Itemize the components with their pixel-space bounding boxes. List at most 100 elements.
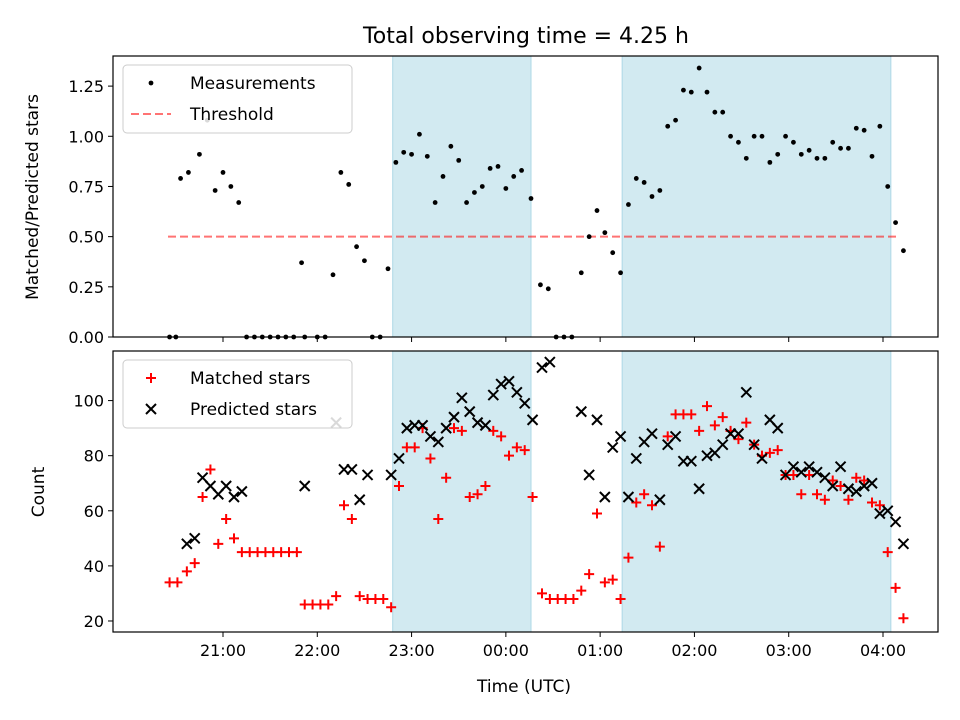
y-tick-label: 80 (84, 447, 104, 466)
matched-star-point (623, 552, 634, 563)
measurement-point (409, 151, 414, 157)
matched-star-point (607, 574, 618, 585)
measurement-point (393, 159, 399, 165)
measurement-point (649, 194, 655, 199)
matched-star-point (527, 492, 538, 503)
predicted-star-point (882, 505, 894, 517)
predicted-star-point (827, 480, 839, 492)
predicted-star-point (685, 455, 697, 467)
measurement-point (440, 174, 446, 179)
matched-star-point (631, 497, 642, 508)
measurement-point (528, 196, 534, 201)
measurement-point (696, 65, 702, 71)
predicted-star-point (440, 422, 452, 434)
predicted-star-point (495, 378, 507, 390)
bottom-axes-frame (112, 350, 939, 633)
predicted-star-point (354, 494, 366, 506)
legend-label: Predicted stars (190, 400, 317, 420)
measurement-point (448, 143, 454, 149)
measurement-point (759, 133, 765, 139)
y-tick-label: 20 (84, 612, 104, 631)
matched-star-point (496, 431, 507, 442)
predicted-star-point (487, 389, 499, 401)
ratio-panel: 0.00 0.25 0.50 0.75 1.00 1.25 Matched/Predict… (23, 55, 939, 347)
measurement-point (464, 200, 469, 205)
measurement-point (511, 174, 517, 179)
predicted-star-point (654, 494, 666, 506)
predicted-star-point (897, 538, 910, 550)
measurement-point (594, 208, 600, 213)
legend-predicted-marker (145, 403, 157, 415)
matched-star-point (827, 475, 838, 486)
matched-star-point (835, 480, 846, 491)
predicted-star-point (842, 483, 855, 495)
measurement-point (602, 230, 608, 236)
matched-star-point (764, 447, 775, 458)
matched-star-point (654, 541, 665, 552)
legend-label: Measurements (190, 74, 316, 94)
predicted-star-point (526, 414, 539, 426)
predicted-star-point (787, 460, 800, 473)
top-y-axis-label: Matched/Predicted stars (23, 94, 43, 300)
predicted-star-point (772, 422, 784, 434)
measurement-point (633, 176, 639, 181)
predicted-star-point (803, 460, 815, 473)
predicted-star-point (622, 491, 635, 503)
measurement-point (417, 131, 422, 137)
legend-box (122, 359, 353, 429)
x-tick-label: 23:00 (389, 641, 435, 660)
measurement-point (586, 234, 592, 240)
matched-star-point (686, 409, 697, 420)
measurement-point (362, 258, 367, 264)
measurement-point (736, 139, 741, 145)
matched-star-point (882, 547, 893, 558)
measurement-point (665, 123, 671, 129)
measurement-point (783, 133, 788, 139)
matched-star-point (772, 445, 783, 456)
predicted-star-point (479, 419, 492, 432)
legend-label: Threshold (189, 105, 274, 125)
predicted-star-point (693, 483, 705, 495)
predicted-star-point (511, 386, 523, 399)
matched-star-point (639, 489, 650, 500)
matched-star-point (812, 489, 822, 500)
predicted-star-point (599, 491, 611, 503)
predicted-star-point (385, 469, 397, 481)
measurement-point (681, 87, 686, 93)
measurement-point (432, 200, 438, 205)
matched-star-point (859, 475, 870, 486)
matched-star-point (504, 450, 514, 461)
matched-star-point (172, 577, 183, 588)
predicted-star-point (544, 356, 556, 368)
shaded-interval-1 (392, 350, 532, 633)
predicted-star-point (630, 452, 642, 465)
measurement-point (901, 248, 906, 254)
matched-star-point (867, 497, 877, 508)
measurement-point (401, 149, 407, 155)
legend-measurement-marker (148, 80, 154, 86)
measurement-point (728, 133, 733, 139)
matched-star-point (804, 469, 815, 480)
measurement-point (354, 244, 359, 250)
measurement-point (853, 125, 859, 131)
matched-star-point (378, 593, 389, 604)
top-legend: Measurements Threshold (122, 64, 353, 134)
top-shaded-intervals (392, 55, 892, 338)
matched-star-point (843, 494, 854, 505)
count-panel: 20 40 60 80 100 21:00 22:00 23:00 00:00 01:00 02:… (29, 350, 939, 660)
measurement-point (330, 272, 336, 278)
predicted-star-point (189, 532, 201, 545)
matched-star-point (472, 489, 483, 500)
matched-star-point (599, 577, 610, 588)
shaded-interval-2 (621, 55, 892, 338)
x-tick-label: 01:00 (577, 641, 623, 660)
measurement-point (791, 139, 796, 145)
measurement-point (424, 153, 430, 159)
top-y-ticks: 0.00 0.25 0.50 0.75 1.00 1.25 (68, 77, 113, 347)
measurement-point (712, 109, 718, 115)
matched-star-point (229, 533, 239, 544)
predicted-star-point (424, 430, 437, 443)
predicted-star-point (181, 538, 193, 550)
predicted-star-point (591, 414, 603, 426)
